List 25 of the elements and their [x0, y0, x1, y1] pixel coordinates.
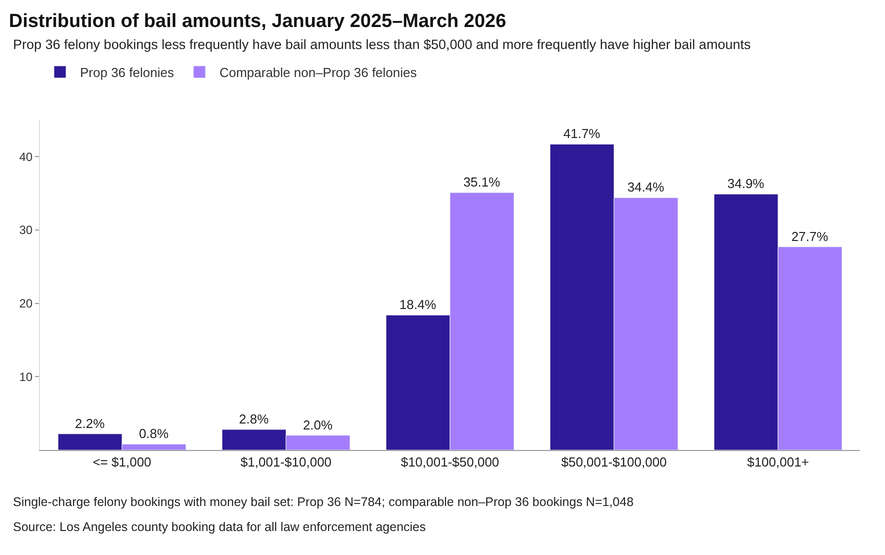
data-label: 2.2% [74, 416, 106, 431]
legend-label: Comparable non–Prop 36 felonies [219, 65, 418, 80]
x-tick-label: <= $1,000 [92, 454, 152, 470]
data-label: 41.7% [563, 126, 601, 142]
y-tick-label: 30 [19, 223, 33, 238]
y-tick-label: 20 [19, 296, 33, 311]
data-label: 18.4% [399, 297, 437, 312]
chart-title: Distribution of bail amounts, January 2025–March 2026 [8, 11, 506, 32]
x-tick-label: $50,001-$100,000 [561, 454, 667, 470]
data-label: 0.8% [138, 426, 170, 442]
data-label: 35.1% [463, 174, 501, 190]
data-label: 27.7% [791, 228, 829, 244]
x-tick-label: $10,001-$50,000 [400, 454, 500, 470]
data-label: 2.0% [302, 417, 334, 432]
y-tick-label: 10 [19, 370, 33, 384]
data-label: 34.4% [627, 180, 665, 195]
data-label: 34.9% [727, 176, 765, 192]
x-tick-label: $100,001+ [747, 454, 809, 470]
y-tick-label: 40 [19, 150, 33, 164]
data-label: 2.8% [238, 411, 270, 426]
x-tick-label: $1,001-$10,000 [240, 454, 332, 470]
chart-subtitle: Prop 36 felony bookings less frequently have bail amounts less than $50,000 and more frequently have higher bail amounts [13, 37, 751, 52]
text: Single-charge felony bookings with money bail set: Prop 36 N=784; comparable non–Prop 36 bookings N=1,048 [13, 495, 634, 509]
source-note: Source: Los Angeles county booking data for all law enforcement agencies [13, 520, 426, 534]
legend-label: Prop 36 felonies [80, 65, 174, 80]
